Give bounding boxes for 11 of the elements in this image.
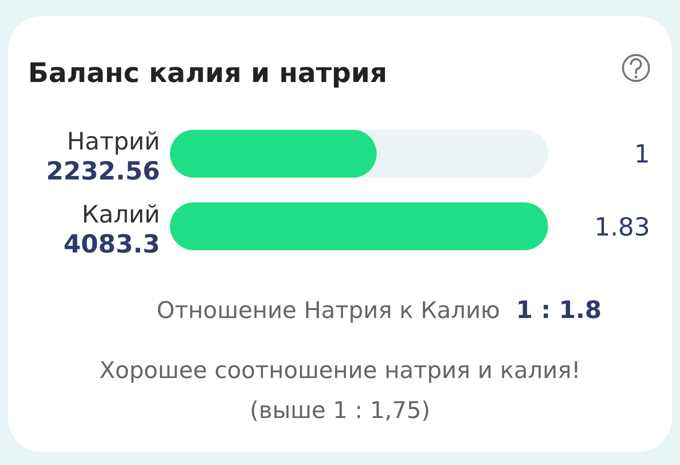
text: 1 [634,140,650,169]
text: (выше 1 : 1,75) [250,398,430,424]
text: 1.83 [594,212,650,242]
chart-title: Баланс калия и натрия [28,58,388,89]
y-tick-label: Натрий [66,128,160,156]
y-tick-label: Калий [82,200,160,228]
text: 1 : 1.8 [516,296,602,324]
data-label: 4083.3 [64,229,160,258]
data-label: 2232.56 [46,156,160,186]
text: Отношение Натрия к Калию [156,298,500,324]
text: Хорошее соотношение натрия и калия! [99,358,581,384]
